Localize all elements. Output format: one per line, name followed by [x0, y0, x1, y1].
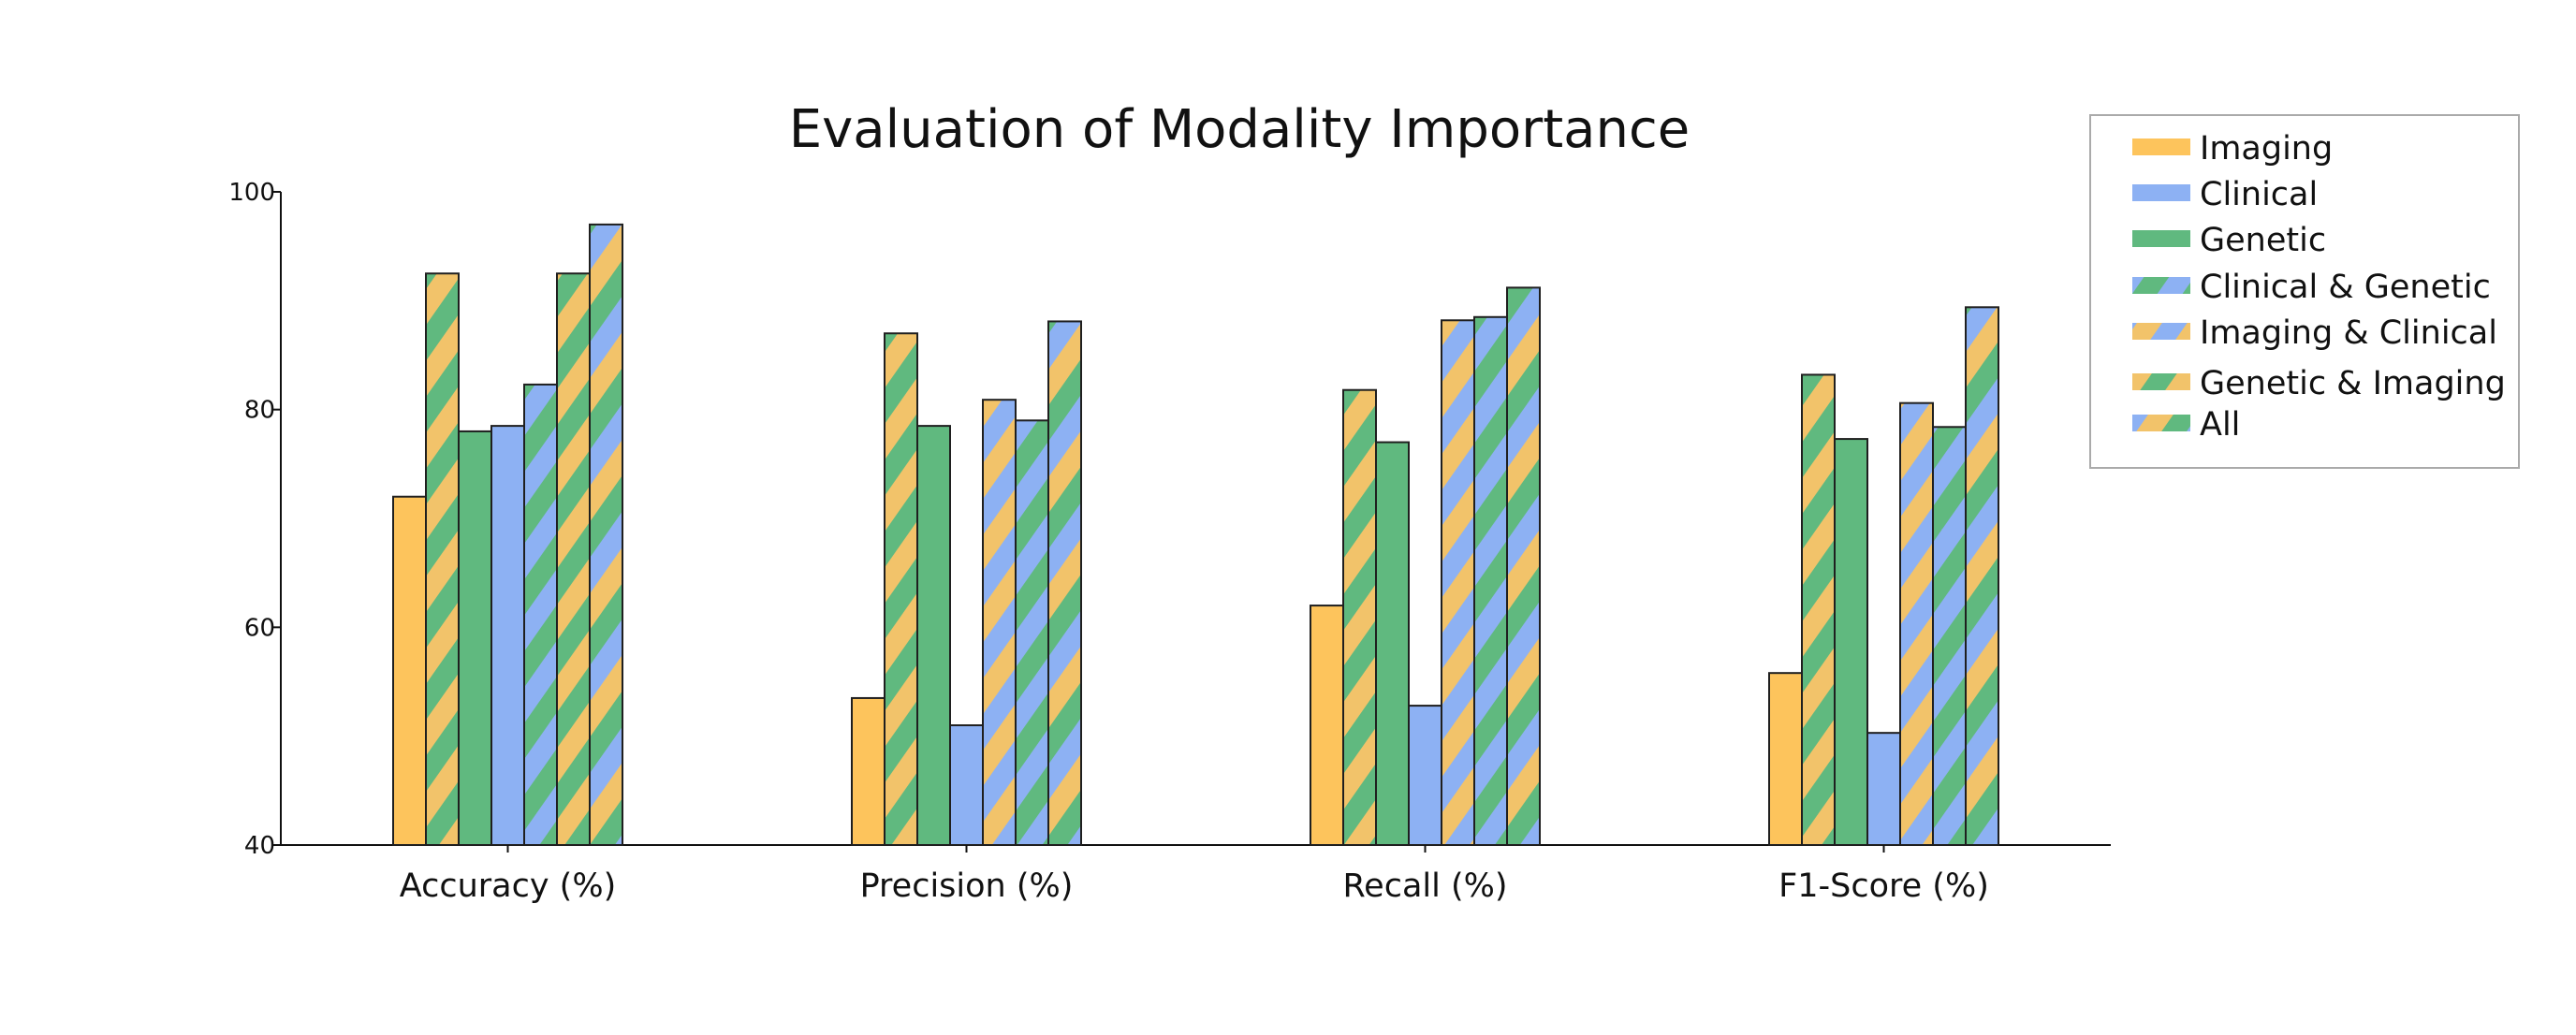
bar-imaging-clinical-precision — [982, 399, 1017, 846]
bar-genetic-f1-score — [1834, 438, 1868, 846]
bar-clinical-accuracy — [490, 425, 525, 846]
bar-clinical-recall — [1408, 705, 1442, 846]
x-tick-label: Accuracy (%) — [400, 867, 616, 905]
bar-genetic-precision — [916, 425, 951, 846]
bar-all-f1-score — [1965, 306, 1999, 846]
x-tick-label: F1-Score (%) — [1778, 867, 1989, 905]
legend-label-imaging-clinical: Imaging & Clinical — [2200, 314, 2497, 352]
bar-imaging-precision — [851, 696, 886, 847]
legend-label-imaging: Imaging — [2200, 130, 2333, 168]
legend-swatch-clinical — [2132, 184, 2190, 201]
y-tick-label: 100 — [228, 179, 275, 207]
bar-genetic-imaging-precision — [884, 332, 918, 846]
bar-genetic-recall — [1375, 441, 1410, 846]
bar-genetic-imaging-accuracy — [556, 272, 591, 846]
bar-clinical-precision — [949, 724, 984, 846]
plot-area: 40 60 80 100 Accuracy (%) Precision (%) Recall… — [228, 179, 2111, 905]
legend-swatch-imaging-clinical — [2132, 323, 2190, 340]
y-tick-label: 80 — [244, 397, 275, 425]
legend-swatch-clinical-genetic — [2132, 277, 2190, 294]
bar-clinical-genetic-precision — [1015, 419, 1049, 846]
legend: Imaging Clinical Genetic Clinical & Genetic… — [2089, 114, 2520, 469]
bar-imaging-clinical-recall — [1441, 319, 1475, 847]
bar-clinical-genetic-recall — [1473, 315, 1508, 846]
bar-imaging-f1-score — [1768, 672, 1803, 847]
legend-label-all: All — [2200, 406, 2240, 444]
y-tick-label: 40 — [244, 832, 275, 860]
bar-clinical-genetic-f1-score — [1932, 426, 1967, 846]
legend-label-clinical-genetic: Clinical & Genetic — [2200, 269, 2491, 306]
bar-genetic-accuracy — [458, 430, 492, 846]
legend-swatch-genetic — [2132, 230, 2190, 247]
bar-clinical-genetic-accuracy — [523, 383, 558, 846]
legend-label-genetic: Genetic — [2200, 222, 2326, 259]
legend-label-genetic-imaging: Genetic & Imaging — [2200, 365, 2506, 402]
legend-frame — [2089, 114, 2520, 469]
bar-all-accuracy — [589, 223, 623, 846]
bar-clinical-f1-score — [1866, 732, 1901, 847]
x-tick-label: Recall (%) — [1342, 867, 1507, 905]
bar-genetic-imaging-f1-score — [1801, 373, 1836, 846]
x-tick-label: Precision (%) — [860, 867, 1074, 905]
bar-all-precision — [1047, 320, 1082, 847]
bar-genetic-imaging-recall — [1342, 388, 1377, 846]
legend-swatch-imaging — [2132, 138, 2190, 155]
chart-title: Evaluation of Modality Importance — [789, 99, 1690, 160]
bar-imaging-recall — [1310, 605, 1344, 846]
bar-all-recall — [1506, 286, 1541, 846]
legend-swatch-genetic-imaging — [2132, 373, 2190, 390]
bar-imaging-accuracy — [392, 495, 427, 846]
legend-label-clinical: Clinical — [2200, 176, 2318, 213]
legend-swatch-all — [2132, 415, 2190, 431]
bar-imaging-clinical-f1-score — [1899, 401, 1934, 846]
y-tick-label: 60 — [244, 614, 275, 642]
bar-genetic-imaging-accuracy — [425, 272, 460, 846]
